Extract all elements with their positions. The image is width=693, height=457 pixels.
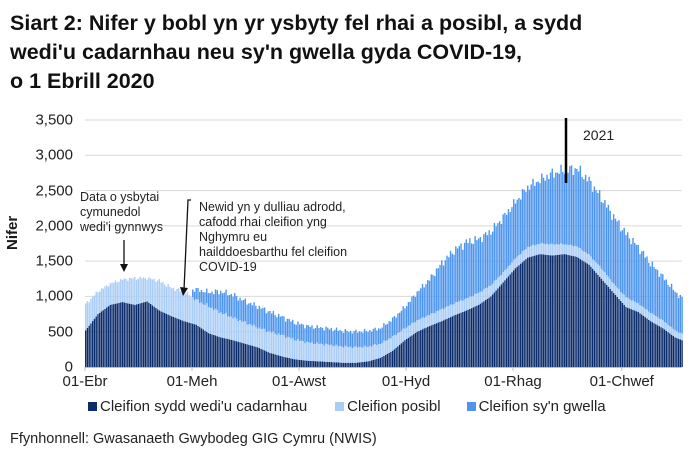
x-tick-label: 01-Rhag [484,373,542,390]
x-tick-label: 01-Meh [166,373,218,390]
title-line-1: Siart 2: Nifer y bobl yn yr ysbyty fel r… [10,11,583,35]
legend: Cleifion sydd wedi'u cadarnhau Cleifion … [88,398,606,415]
x-tick-label: 01-Chwef [589,373,654,390]
title-line-2: wedi'u cadarnhau neu sy'n gwella gyda CO… [10,40,523,64]
legend-item-recovering: Cleifion sy'n gwella [466,398,606,415]
y-tick-label: 500 [47,323,73,341]
y-axis-label: Nifer [4,215,21,250]
legend-item-suspected: Cleifion posibl [335,398,441,415]
x-tick-label: 01-Hyd [381,373,431,390]
legend-swatch-confirmed [88,402,97,411]
year-marker-label: 2021 [583,127,615,143]
y-tick-label: 1,500 [35,252,73,270]
x-tick-label: 01-Awst [272,373,326,390]
legend-swatch-suspected [335,402,345,411]
legend-item-confirmed: Cleifion sydd wedi'u cadarnhau [88,398,307,415]
chart-title: Siart 2: Nifer y bobl yn yr ysbyty fel r… [10,9,690,96]
title-line-3: o 1 Ebrill 2020 [10,69,155,93]
legend-swatch-recovering [466,402,476,411]
y-tick-label: 0 [64,358,73,376]
annotation-method-change: Newid yn y dulliau adrodd, cafodd rhai c… [199,200,348,274]
source-note: Ffynhonnell: Gwasanaeth Gwybodeg GIG Cym… [10,431,377,447]
x-tick-label: 01-Ebr [62,373,108,390]
y-tick-label: 2,000 [35,217,73,235]
annotation-community-data: Data o ysbytai cymunedol wedi'i gynnwys [80,190,163,234]
y-tick-label: 1,000 [35,287,73,305]
bars [85,164,683,367]
y-tick-label: 3,000 [35,146,73,164]
y-tick-label: 2,500 [35,182,73,200]
y-tick-label: 3,500 [35,111,73,129]
